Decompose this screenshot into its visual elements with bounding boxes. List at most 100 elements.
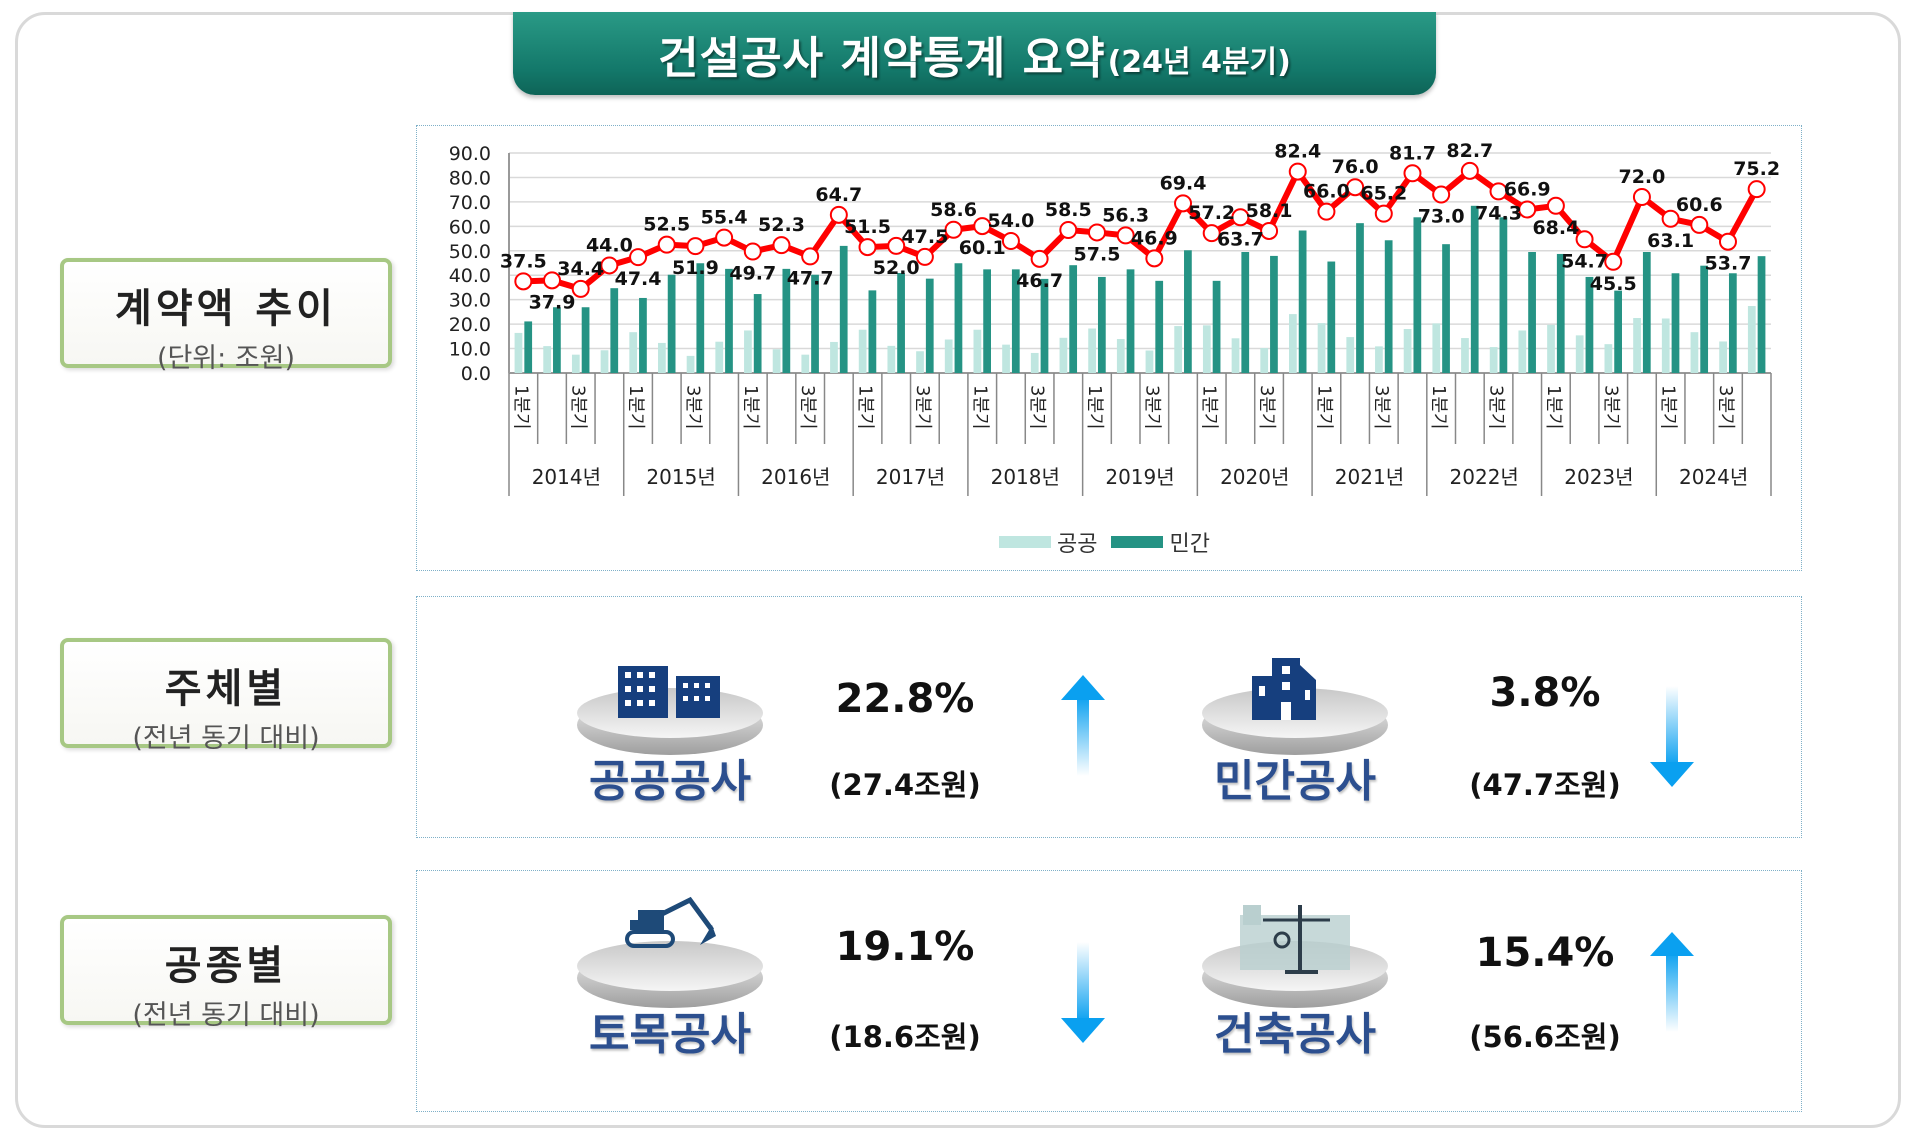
quarter-label: 3분기 xyxy=(1141,385,1162,430)
contract-trend-chart: 0.010.0 20.030.0 40.050.0 60.070.0 80.090.0 1… xyxy=(449,140,1780,496)
entity-panel xyxy=(416,596,1802,838)
data-label: 53.7 xyxy=(1705,253,1752,275)
data-label: 52.0 xyxy=(873,257,920,279)
year-label: 2016년 xyxy=(761,465,830,489)
data-label: 45.5 xyxy=(1590,273,1637,295)
total-point xyxy=(915,247,934,266)
data-label: 74.3 xyxy=(1475,202,1522,224)
total-point xyxy=(1575,230,1594,249)
data-label: 60.6 xyxy=(1676,194,1723,216)
total-point xyxy=(1087,223,1106,242)
data-label: 47.4 xyxy=(615,268,662,290)
total-point xyxy=(944,220,963,239)
bar-public xyxy=(1116,339,1125,373)
quarter-label: 1분기 xyxy=(1543,385,1564,430)
chart-panel: 0.0 10.0 20.0 30.0 40.0 50.0 60.0 70.0 80.0 90.0 1… xyxy=(416,125,1802,571)
quarter-label: 3분기 xyxy=(797,385,818,430)
bar-public xyxy=(1145,350,1154,373)
bar-public xyxy=(1088,328,1096,373)
total-point xyxy=(1145,249,1164,268)
bar-public xyxy=(801,354,810,373)
total-point xyxy=(1403,164,1422,183)
bar-public xyxy=(1719,341,1727,373)
type-name-building: 건축공사 xyxy=(1214,1009,1376,1060)
y-tick-label: 50.0 xyxy=(449,241,491,263)
bar-public xyxy=(858,329,867,373)
bar-private xyxy=(1069,265,1078,373)
total-point xyxy=(1174,194,1193,213)
quarter-label: 3분기 xyxy=(1600,385,1621,430)
bar-public xyxy=(1690,332,1699,373)
bar-private xyxy=(1011,269,1020,373)
bar-public xyxy=(887,345,896,373)
section-subtitle: (전년 동기 대비) xyxy=(132,1000,320,1031)
data-label: 73.0 xyxy=(1418,206,1465,228)
total-point xyxy=(1030,249,1049,268)
bar-private xyxy=(1499,217,1508,373)
data-label: 51.9 xyxy=(672,257,719,279)
section-subtitle: (단위: 조원) xyxy=(156,343,296,374)
total-point xyxy=(543,271,562,290)
data-label: 75.2 xyxy=(1733,158,1780,180)
page-subtitle: (24년 4분기) xyxy=(1107,44,1291,80)
data-label: 55.4 xyxy=(701,207,748,229)
data-label: 82.7 xyxy=(1446,140,1493,162)
bar-private xyxy=(1298,230,1307,373)
quarter-label: 1분기 xyxy=(1658,385,1679,430)
section-subtitle: (전년 동기 대비) xyxy=(132,723,320,754)
bar-private xyxy=(1470,205,1479,373)
quarter-label: 1분기 xyxy=(1313,385,1334,430)
bar-private xyxy=(1642,252,1651,373)
bar-public xyxy=(1174,326,1183,373)
data-label: 47.5 xyxy=(901,226,948,248)
total-point xyxy=(1518,200,1537,219)
y-tick-label: 60.0 xyxy=(449,216,491,238)
total-point xyxy=(801,247,820,266)
total-point xyxy=(686,237,705,256)
quarter-label: 3분기 xyxy=(1715,385,1736,430)
data-label: 58.6 xyxy=(930,199,977,221)
bar-private xyxy=(983,269,991,373)
bar-private xyxy=(1614,290,1622,373)
quarter-label: 3분기 xyxy=(682,385,703,430)
quarter-label: 3분기 xyxy=(1371,385,1392,430)
bar-private xyxy=(897,273,905,373)
bar-public xyxy=(944,339,953,373)
bar-public xyxy=(744,330,752,373)
bar-private xyxy=(1528,252,1536,373)
data-label: 64.7 xyxy=(815,184,862,206)
bar-public xyxy=(1633,318,1641,373)
total-point xyxy=(1432,185,1451,204)
bar-public xyxy=(571,354,580,373)
bar-private xyxy=(954,263,963,373)
bar-private xyxy=(581,307,590,373)
bar-private xyxy=(868,290,877,373)
type-amount-civil: (18.6조원) xyxy=(829,1020,981,1054)
bar-public xyxy=(1547,324,1555,373)
y-tick-label: 10.0 xyxy=(449,339,491,361)
bar-private xyxy=(667,274,676,373)
bar-private xyxy=(1585,276,1594,373)
entity-name-private: 민간공사 xyxy=(1214,756,1376,807)
y-tick-label: 70.0 xyxy=(449,192,491,214)
total-point xyxy=(1116,226,1135,245)
quarter-label: 1분기 xyxy=(1428,385,1449,430)
bar-private xyxy=(1413,217,1422,373)
type-panel xyxy=(416,870,1802,1112)
bar-private xyxy=(1097,276,1106,373)
total-point xyxy=(858,238,877,257)
bar-private xyxy=(1040,278,1049,373)
bar-public xyxy=(543,346,552,373)
data-label: 37.9 xyxy=(529,291,576,313)
bar-private xyxy=(639,297,647,373)
year-label: 2017년 xyxy=(876,465,945,489)
total-point xyxy=(657,235,676,254)
bar-private xyxy=(1384,240,1393,373)
data-label: 54.0 xyxy=(987,210,1034,232)
y-tick-label: 90.0 xyxy=(449,143,491,165)
data-label: 58.1 xyxy=(1246,200,1293,222)
data-label: 60.1 xyxy=(959,237,1006,259)
data-label: 57.5 xyxy=(1074,243,1121,265)
bar-private xyxy=(1184,250,1192,373)
bar-private xyxy=(696,263,705,373)
